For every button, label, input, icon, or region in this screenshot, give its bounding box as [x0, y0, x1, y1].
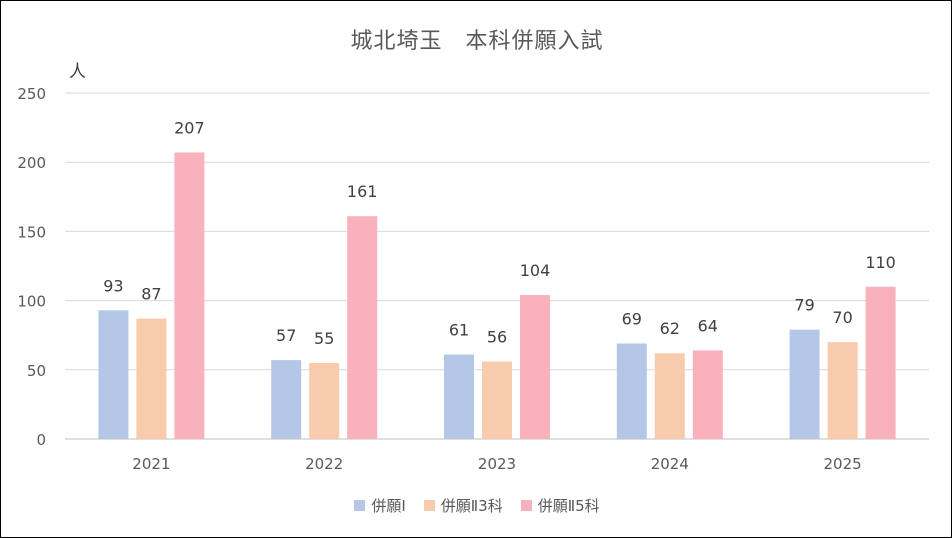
bar — [174, 152, 205, 439]
legend-swatch — [354, 500, 366, 511]
y-tick-label: 150 — [17, 223, 46, 241]
x-tick-label: 2024 — [651, 455, 689, 473]
bar — [692, 350, 723, 439]
data-label: 207 — [174, 119, 205, 138]
y-tick-label: 200 — [17, 154, 46, 172]
legend: 併願Ⅰ 併願Ⅱ3科 併願Ⅱ5科 — [1, 495, 952, 516]
bar — [827, 342, 858, 439]
y-tick-label: 100 — [17, 293, 46, 311]
data-label: 69 — [622, 310, 642, 329]
legend-item: 併願Ⅱ3科 — [423, 495, 503, 516]
bar — [789, 329, 820, 439]
legend-label: 併願Ⅱ5科 — [537, 497, 600, 515]
data-label: 104 — [520, 261, 551, 280]
bar — [520, 295, 550, 439]
y-tick-label: 0 — [36, 431, 46, 449]
data-label: 64 — [698, 316, 718, 335]
x-tick-label: 2023 — [478, 455, 516, 473]
bar — [309, 362, 340, 439]
legend-label: 併願Ⅱ3科 — [440, 497, 503, 515]
data-label: 62 — [660, 319, 680, 338]
bar — [654, 353, 685, 439]
data-label: 93 — [103, 276, 123, 295]
legend-swatch — [423, 500, 435, 511]
bar — [482, 361, 512, 439]
bar — [347, 216, 378, 439]
bar — [616, 343, 647, 439]
legend-item: 併願Ⅱ5科 — [520, 495, 600, 516]
bar — [136, 318, 167, 439]
bar — [271, 360, 302, 439]
y-tick-label: 50 — [27, 362, 46, 380]
data-label: 161 — [347, 182, 378, 201]
legend-label: 併願Ⅰ — [371, 497, 406, 515]
legend-swatch — [520, 500, 532, 511]
y-axis-unit-label: 人 — [69, 62, 86, 82]
data-label: 55 — [314, 329, 334, 348]
bar — [444, 354, 474, 439]
x-tick-label: 2025 — [824, 455, 862, 473]
data-label: 110 — [865, 253, 896, 272]
bar — [865, 286, 896, 439]
data-label: 79 — [794, 296, 814, 315]
data-label: 56 — [487, 327, 507, 346]
bar — [98, 310, 129, 439]
data-label: 70 — [832, 308, 852, 327]
data-label: 61 — [449, 321, 469, 340]
data-label: 57 — [276, 326, 296, 345]
chart-title: 城北埼玉 本科併願入試 — [350, 29, 604, 54]
data-label: 87 — [141, 285, 161, 304]
x-tick-label: 2021 — [132, 455, 170, 473]
x-tick-label: 2022 — [305, 455, 343, 473]
y-tick-label: 250 — [17, 85, 46, 103]
legend-item: 併願Ⅰ — [354, 495, 406, 516]
